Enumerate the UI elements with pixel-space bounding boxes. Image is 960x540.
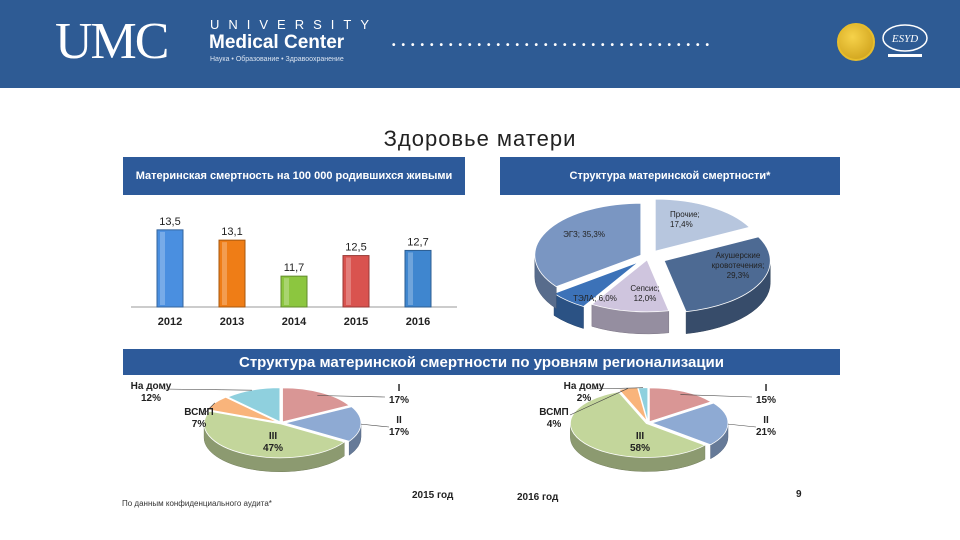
pie-slice-top xyxy=(226,387,281,423)
pie-label-III: III 47% xyxy=(263,431,283,454)
pie-slice-top xyxy=(283,406,362,442)
pie-slice xyxy=(283,406,362,456)
pie-slice xyxy=(569,391,706,472)
year-label-2016: 2016 год xyxy=(517,492,559,503)
bar-2014 xyxy=(280,275,308,308)
pie-label-tela: ТЭЛА; 6,0% xyxy=(573,294,617,303)
logo-tagline: Наука • Образование • Здравоохранение xyxy=(210,56,344,63)
pie-slice xyxy=(282,387,351,423)
pie-label-egz: ЭГЗ; 35,3% xyxy=(563,230,605,239)
bar-chart-title: Материнская смертность на 100 000 родивш… xyxy=(123,157,465,195)
header-banner: UMC UNIVERSITY Medical Center Наука • Об… xyxy=(0,0,960,88)
pie-slice xyxy=(663,236,771,334)
bar-value-label: 13,1 xyxy=(221,226,242,238)
leader-line xyxy=(317,395,386,398)
slide-title: Здоровье матери xyxy=(383,126,577,151)
pie-slice-top xyxy=(663,236,771,313)
pie-slice xyxy=(553,261,639,329)
leader-line xyxy=(162,388,252,391)
pie-slice-top xyxy=(654,198,751,252)
bar-value-label: 12,5 xyxy=(345,242,366,254)
pie-label-II: II 21% xyxy=(756,415,776,438)
bar-2012 xyxy=(156,229,184,308)
pie-slice xyxy=(654,198,751,252)
logo-center-text: Medical Center xyxy=(209,32,345,53)
bar-highlight xyxy=(160,231,165,305)
esyd-badge-icon: ESYD xyxy=(882,24,928,57)
pie-slice xyxy=(206,396,278,423)
pie-slice-top xyxy=(569,391,706,458)
bar-highlight xyxy=(284,278,289,305)
leader-line xyxy=(727,423,757,428)
bar-value-label: 11,7 xyxy=(284,262,305,274)
leader-line xyxy=(680,394,753,398)
pie-slice-top xyxy=(534,202,642,288)
regional-pie-2015: I 17% II 17% III 47% ВСМП 7% На дому 12% xyxy=(131,381,409,473)
dotted-divider: •••••••••••••••••••••••••••••••••• xyxy=(392,40,716,51)
gold-seal-icon xyxy=(837,23,875,61)
leader-line xyxy=(202,402,216,416)
pie-label-I: I 15% xyxy=(756,383,776,406)
bar-2015 xyxy=(342,255,370,308)
pie-slice xyxy=(591,259,670,335)
bar-2016 xyxy=(404,249,432,308)
regional-chart-title: Структура материнской смертности по уров… xyxy=(123,349,840,375)
pie-slice xyxy=(203,410,346,473)
pie-slice xyxy=(648,387,712,423)
bar-value-label: 13,5 xyxy=(159,216,180,228)
pie-slice-top xyxy=(282,387,351,423)
x-tick-label: 2014 xyxy=(282,316,307,328)
pie-label-home: На дому 2% xyxy=(564,381,605,404)
mortality-structure-pie: Прочие; 17,4% Акушерские кровотечения; 29,3%… xyxy=(534,198,771,335)
bar-rect xyxy=(218,239,246,308)
pie-label-II: II 17% xyxy=(389,415,409,438)
leader-line xyxy=(569,388,629,416)
pie-slice-top xyxy=(648,387,712,423)
pie-label-other: Прочие; 17,4% xyxy=(670,210,700,229)
pie-label-vsmp: ВСМП 7% xyxy=(184,407,213,430)
x-tick-label: 2012 xyxy=(158,316,182,328)
bar-rect xyxy=(342,255,370,308)
pie-label-sepsis: Сепсис; 12,0% xyxy=(630,284,659,303)
pie-slice-top xyxy=(650,402,729,446)
bar-highlight xyxy=(408,252,413,305)
pie-label-bleeding: Акушерские кровотечения; 29,3% xyxy=(712,251,765,280)
pie-label-vsmp: ВСМП 4% xyxy=(539,407,568,430)
pie-chart-title: Структура материнской смертности* xyxy=(500,157,840,195)
bar-rect xyxy=(280,275,308,308)
x-tick-label: 2015 xyxy=(344,316,368,328)
pie-slice-top xyxy=(203,410,346,459)
regional-pie-2016: I 15% II 21% III 58% ВСМП 4% На дому 2% xyxy=(539,381,776,472)
pie-slice-top xyxy=(206,396,278,423)
pie-slice-top xyxy=(591,259,670,313)
bar-rect xyxy=(156,229,184,308)
x-tick-label: 2013 xyxy=(220,316,244,328)
footnote: По данным конфиденциального аудита* xyxy=(122,499,272,508)
esyd-badge-text: ESYD xyxy=(891,33,918,45)
umc-logo: UMC xyxy=(55,13,169,70)
leader-line xyxy=(360,423,390,428)
pie-label-home: На дому 12% xyxy=(131,381,172,404)
bar-highlight xyxy=(346,257,351,305)
pie-slice xyxy=(226,387,281,423)
leader-line xyxy=(589,387,644,390)
pie-slice xyxy=(650,402,729,460)
x-tick-label: 2016 xyxy=(406,316,430,328)
bar-2013 xyxy=(218,239,246,308)
bar-highlight xyxy=(222,242,227,305)
bar-value-label: 12,7 xyxy=(407,236,428,248)
year-label-2015: 2015 год xyxy=(412,490,454,501)
bar-rect xyxy=(404,249,432,308)
pie-label-I: I 17% xyxy=(389,383,409,406)
pie-label-III: III 58% xyxy=(630,431,650,454)
page-number: 9 xyxy=(796,489,802,500)
logo-university-text: UNIVERSITY xyxy=(210,17,379,32)
pie-slice xyxy=(534,202,642,310)
mortality-bar-chart: 13,5 2012 13,1 2013 11,7 2014 12,5 2015 12,7 2016 xyxy=(131,216,457,328)
